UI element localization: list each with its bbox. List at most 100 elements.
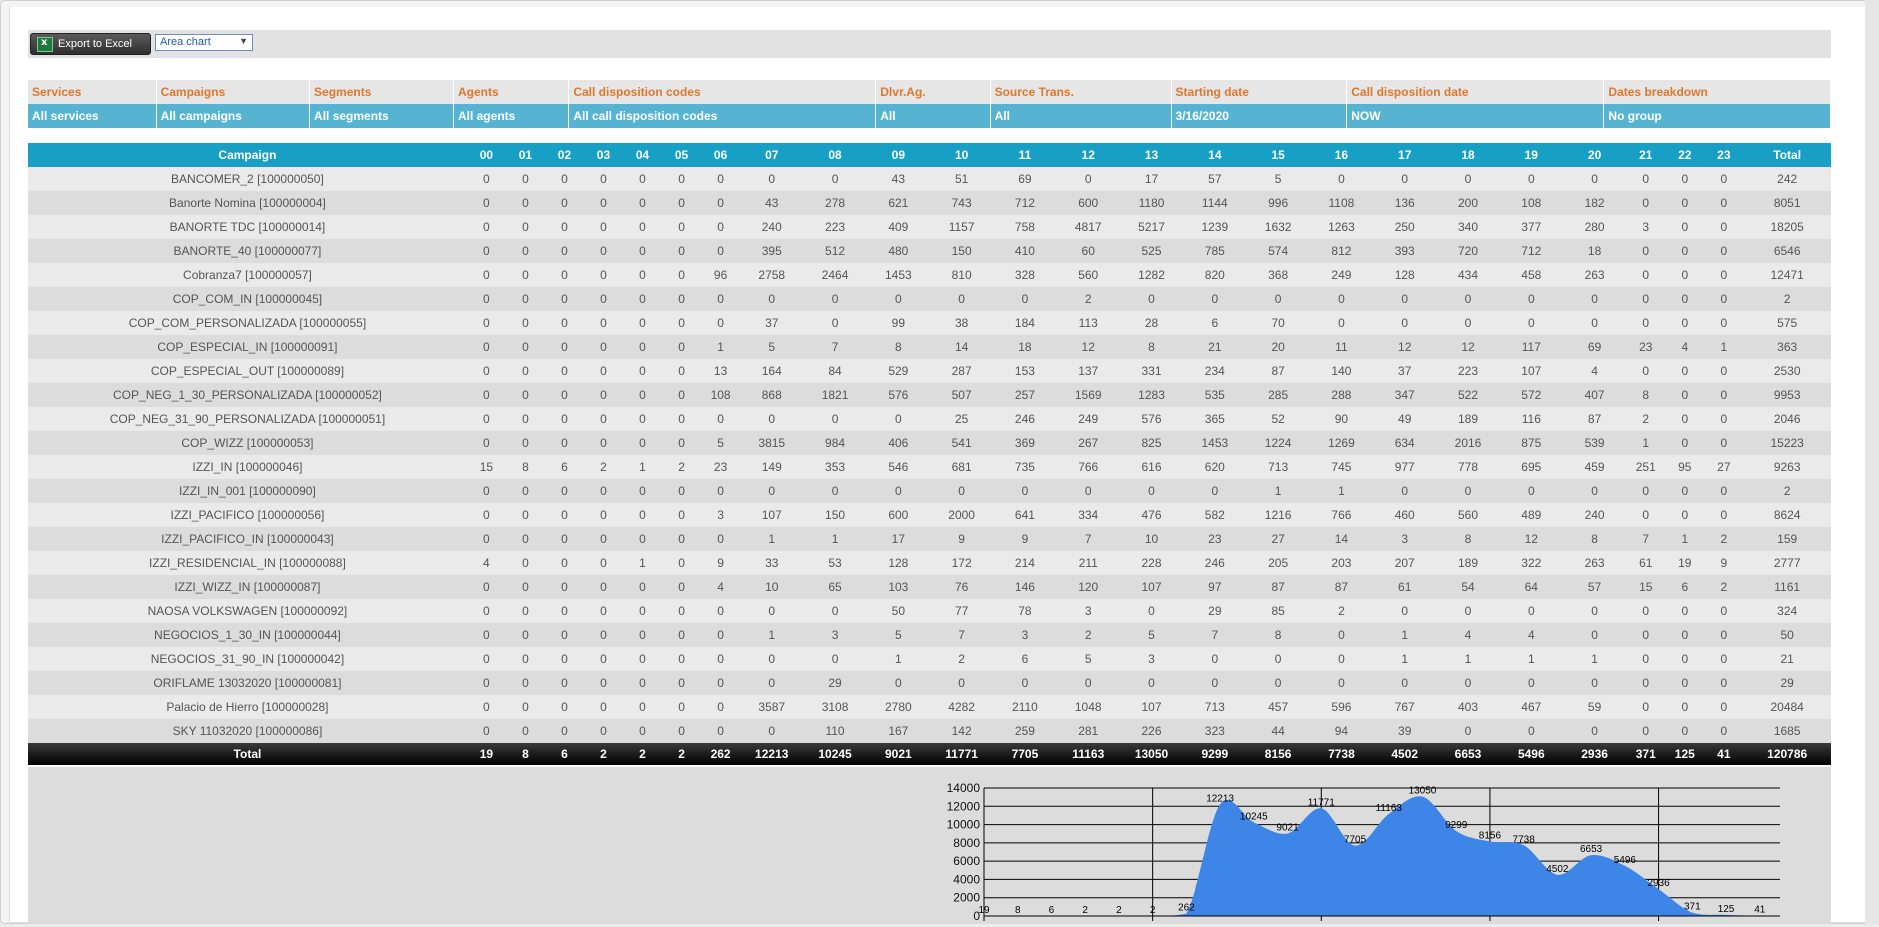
count-cell: 0 <box>583 215 623 239</box>
column-header: 16 <box>1309 143 1374 167</box>
count-cell: 0 <box>1704 239 1744 263</box>
count-cell: 868 <box>740 383 804 407</box>
filter-services[interactable]: All services <box>28 104 157 128</box>
filter-dlvr-ag[interactable]: All <box>875 104 991 128</box>
count-cell: 0 <box>583 167 623 191</box>
count-cell: 228 <box>1119 551 1184 575</box>
count-cell: 331 <box>1119 359 1184 383</box>
count-cell: 18 <box>993 335 1057 359</box>
count-cell: 0 <box>623 383 663 407</box>
count-cell: 0 <box>505 359 545 383</box>
count-cell: 0 <box>803 407 867 431</box>
filter-dates-breakdown[interactable]: No group <box>1603 104 1831 128</box>
count-cell: 0 <box>662 599 702 623</box>
total-cell: 2 <box>583 743 623 765</box>
table-row: IZZI_PACIFICO [100000056] 0 0 0 0 0 0 3 107 150 60… <box>28 503 1831 527</box>
count-cell: 12 <box>1373 335 1437 359</box>
count-cell: 0 <box>583 719 623 743</box>
filter-agents[interactable]: All agents <box>453 104 570 128</box>
count-cell: 0 <box>505 287 545 311</box>
count-cell: 0 <box>1665 215 1705 239</box>
count-cell: 5 <box>866 623 930 647</box>
chart-type-select[interactable]: Area chart ▼ <box>155 34 253 51</box>
count-cell: 0 <box>1309 623 1374 647</box>
count-cell: 458 <box>1499 263 1563 287</box>
count-cell: 745 <box>1309 455 1374 479</box>
vertical-scrollbar[interactable] <box>1865 0 1879 924</box>
count-cell: 0 <box>662 671 702 695</box>
count-cell: 0 <box>544 359 584 383</box>
filter-call-disposition-codes[interactable]: All call disposition codes <box>568 104 877 128</box>
count-cell: 560 <box>1436 503 1500 527</box>
data-label: 7705 <box>1344 835 1367 846</box>
count-cell: 0 <box>623 647 663 671</box>
total-cell: 9021 <box>866 743 930 765</box>
count-cell: 0 <box>1436 311 1500 335</box>
campaign-name-cell: NEGOCIOS_31_90_IN [100000042] <box>28 647 467 671</box>
campaign-name-cell: Palacio de Hierro [100000028] <box>28 695 467 719</box>
count-cell: 205 <box>1246 551 1310 575</box>
count-cell: 159 <box>1743 527 1831 551</box>
filter-starting-date[interactable]: 3/16/2020 <box>1171 104 1348 128</box>
count-cell: 0 <box>505 239 545 263</box>
count-cell: 259 <box>993 719 1057 743</box>
count-cell: 0 <box>662 383 702 407</box>
count-cell: 0 <box>1562 479 1627 503</box>
count-cell: 0 <box>1665 359 1705 383</box>
count-cell: 820 <box>1183 263 1247 287</box>
filter-segments[interactable]: All segments <box>309 104 454 128</box>
count-cell: 0 <box>1119 671 1184 695</box>
total-cell: 5496 <box>1499 743 1563 765</box>
count-cell: 0 <box>803 479 867 503</box>
count-cell: 0 <box>466 575 506 599</box>
campaign-name-cell: COP_NEG_1_30_PERSONALIZADA [100000052] <box>28 383 467 407</box>
count-cell: 0 <box>544 695 584 719</box>
count-cell: 0 <box>866 407 930 431</box>
filter-header: Starting date <box>1171 80 1348 104</box>
data-label: 11163 <box>1376 803 1403 814</box>
count-cell: 766 <box>1309 503 1374 527</box>
count-cell: 2 <box>662 455 702 479</box>
count-cell: 0 <box>544 623 584 647</box>
count-cell: 0 <box>544 431 584 455</box>
count-cell: 0 <box>1499 671 1563 695</box>
filter-source-trans[interactable]: All <box>990 104 1172 128</box>
count-cell: 0 <box>1626 719 1666 743</box>
filter-call-disposition-date[interactable]: NOW <box>1346 104 1605 128</box>
total-cell: 371 <box>1626 743 1666 765</box>
count-cell: 0 <box>1436 287 1500 311</box>
count-cell: 251 <box>1626 455 1666 479</box>
count-cell: 0 <box>1436 479 1500 503</box>
count-cell: 0 <box>662 191 702 215</box>
filter-campaigns[interactable]: All campaigns <box>156 104 311 128</box>
count-cell: 1 <box>1246 479 1310 503</box>
count-cell: 0 <box>544 503 584 527</box>
column-header-campaign: Campaign <box>28 143 467 167</box>
count-cell: 1048 <box>1056 695 1120 719</box>
count-cell: 0 <box>1704 647 1744 671</box>
count-cell: 512 <box>803 239 867 263</box>
count-cell: 0 <box>583 335 623 359</box>
total-cell: 11771 <box>929 743 994 765</box>
count-cell: 767 <box>1373 695 1437 719</box>
count-cell: 0 <box>1704 167 1744 191</box>
count-cell: 0 <box>1183 647 1247 671</box>
count-cell: 0 <box>1309 167 1374 191</box>
export-label: Export to Excel <box>58 38 132 50</box>
data-label: 2 <box>1150 905 1156 916</box>
campaign-name-cell: COP_ESPECIAL_OUT [100000089] <box>28 359 467 383</box>
count-cell: 117 <box>1499 335 1563 359</box>
export-to-excel-button[interactable]: Export to Excel <box>30 33 151 55</box>
count-cell: 0 <box>1626 287 1666 311</box>
count-cell: 6 <box>544 455 584 479</box>
count-cell: 574 <box>1246 239 1310 263</box>
count-cell: 14 <box>929 335 994 359</box>
count-cell: 616 <box>1119 455 1184 479</box>
count-cell: 0 <box>1704 359 1744 383</box>
data-label: 5496 <box>1614 855 1637 866</box>
dropdown-arrow-icon: ▼ <box>239 36 248 46</box>
count-cell: 0 <box>544 191 584 215</box>
count-cell: 5217 <box>1119 215 1184 239</box>
count-cell: 0 <box>803 647 867 671</box>
count-cell: 49 <box>1373 407 1437 431</box>
